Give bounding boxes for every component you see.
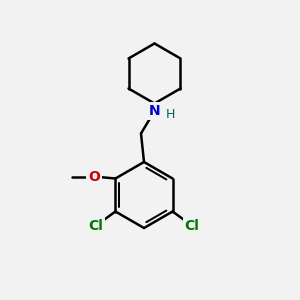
Text: Cl: Cl — [88, 220, 104, 233]
Text: N: N — [149, 104, 160, 118]
Text: H: H — [165, 107, 175, 121]
Text: O: O — [88, 170, 101, 184]
Text: Cl: Cl — [184, 220, 200, 233]
